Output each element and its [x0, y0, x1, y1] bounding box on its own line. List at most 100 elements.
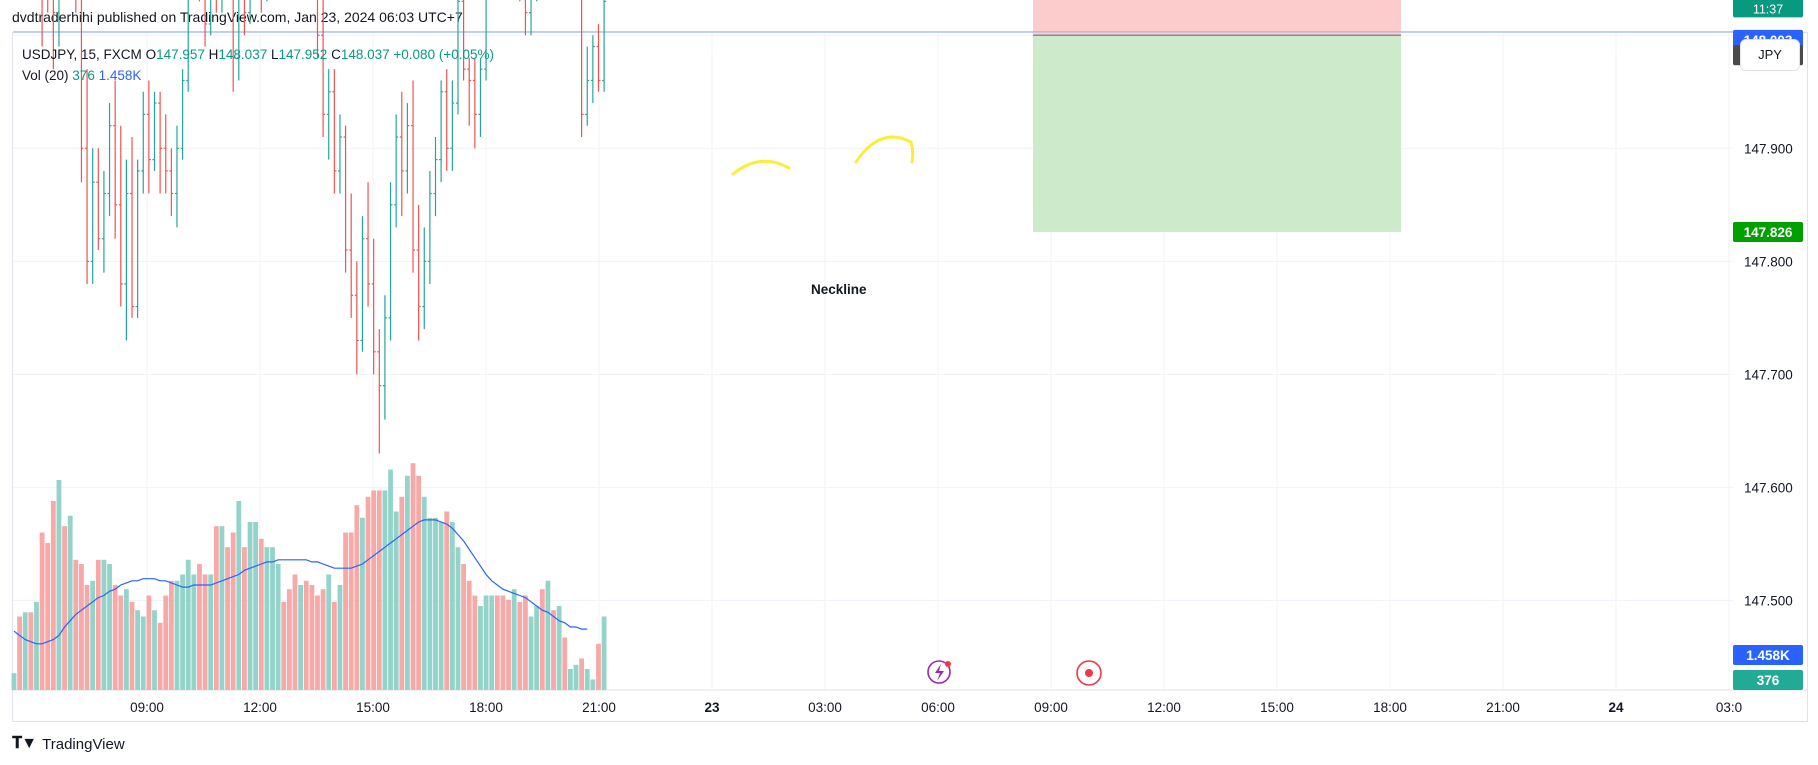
symbol-label[interactable]: USDJPY, 15, FXCM [22, 47, 142, 62]
volume-label[interactable]: Vol (20) [22, 68, 69, 83]
tradingview-logo-icon: 𝐓▼ [12, 735, 37, 752]
high-value: 148.037 [218, 47, 268, 62]
volume-bar [79, 564, 84, 690]
time-axis-tick: 21:00 [582, 700, 616, 715]
volume-bar [393, 511, 399, 690]
price-label-text: 148.037 [1744, 0, 1793, 1]
volume-bar [124, 589, 129, 690]
ohlc-bar [41, 0, 43, 47]
ohlc-bar [75, 0, 77, 13]
volume-bar [191, 574, 197, 690]
volume-bar [376, 490, 382, 690]
open-label: O [145, 47, 157, 62]
volume-bar [545, 580, 551, 690]
ohlc-bar [581, 0, 584, 137]
volume-bar [551, 610, 556, 690]
volume-bar [416, 475, 422, 690]
time-axis-tick: 15:00 [1260, 700, 1294, 715]
volume-bar [281, 601, 287, 690]
ohlc-bar [180, 69, 185, 160]
volume-bar [303, 580, 309, 690]
ohlc-legend-row: USDJPY, 15, FXCM O147.957 H148.037 L147.… [22, 44, 494, 65]
ohlc-bar [366, 182, 371, 307]
price-label-text: 1.458K [1746, 648, 1790, 663]
volume-bar [34, 601, 39, 690]
ohlc-bar [444, 69, 449, 171]
volume-bar [208, 574, 214, 690]
time-axis-tick: 03:0 [1716, 700, 1742, 715]
head-marker[interactable] [854, 135, 915, 164]
volume-bar [511, 589, 517, 690]
ohlc-bar [113, 80, 118, 239]
ohlc-bar [360, 216, 365, 352]
volume-bar [326, 574, 332, 690]
volume-bar [354, 505, 360, 690]
ohlc-bar [221, 0, 223, 13]
ohlc-bar [416, 204, 421, 341]
ohlc-bar [349, 193, 354, 318]
volume-bar [337, 585, 343, 690]
volume-bar [45, 543, 51, 690]
volume-bar [67, 515, 73, 690]
ohlc-bar [321, 0, 326, 137]
ohlc-bar [405, 103, 410, 194]
ohlc-bar [208, 0, 212, 36]
close-label: C [331, 47, 341, 62]
time-axis-tick: 23 [704, 700, 720, 715]
ohlc-bar [343, 125, 348, 273]
record-icon-dot [1085, 669, 1093, 677]
published-caption: dvdtraderhihi published on TradingView.c… [12, 9, 463, 25]
volume-bar [438, 522, 444, 690]
time-axis-tick: 12:00 [243, 700, 277, 715]
ohlc-bar [124, 159, 129, 341]
volume-bar [478, 606, 483, 690]
take-profit-zone[interactable] [1033, 35, 1401, 232]
price-label-tag [1733, 645, 1803, 665]
ohlc-bar [433, 136, 438, 217]
stop-loss-zone[interactable] [1033, 0, 1401, 36]
volume-bar [427, 517, 433, 690]
ohlc-bar [266, 0, 268, 2]
price-label-countdown: 11:37 [1753, 2, 1783, 16]
volume-bar [331, 601, 337, 690]
neckline-label[interactable]: Neckline [811, 282, 867, 297]
volume-bar [579, 658, 585, 690]
volume-bar [584, 669, 590, 690]
volume-bar [292, 574, 298, 690]
chart-frame [12, 32, 1808, 722]
volume-bar [309, 585, 315, 690]
currency-button[interactable]: JPY [1740, 39, 1800, 71]
volume-bar [219, 526, 225, 690]
ohlc-bar [47, 0, 49, 13]
ohlc-bar [450, 80, 455, 171]
volume-bar [202, 574, 208, 690]
volume-bar [152, 610, 157, 690]
volume-bar [506, 599, 511, 690]
ohlc-bar [204, 0, 208, 47]
volume-legend-row: Vol (20) 376 1.458K [22, 65, 494, 86]
ohlc-bar [174, 125, 179, 228]
volume-bar [253, 522, 259, 690]
volume-bar [84, 585, 90, 690]
price-label-tag [1733, 221, 1803, 242]
volume-bar [73, 559, 79, 690]
ohlc-bar [101, 170, 106, 273]
ohlc-bar [130, 136, 135, 318]
volume-bar [11, 673, 17, 690]
ohlc-bar [394, 114, 399, 228]
volume-bar [22, 612, 28, 690]
ohlc-bar [85, 69, 90, 284]
change-value: +0.080 (+0.05%) [393, 47, 494, 62]
ohlc-bar [467, 57, 472, 126]
volume-bar [140, 616, 146, 690]
ohlc-bar [354, 261, 359, 375]
volume-bar [405, 475, 410, 690]
volume-bar [17, 616, 23, 690]
left-shoulder-marker[interactable] [731, 159, 791, 176]
time-axis-tick: 21:00 [1486, 700, 1520, 715]
volume-bar [539, 589, 545, 690]
volume-bar [489, 595, 495, 690]
volume-bar [483, 595, 489, 690]
ohlc-bar [371, 238, 376, 375]
